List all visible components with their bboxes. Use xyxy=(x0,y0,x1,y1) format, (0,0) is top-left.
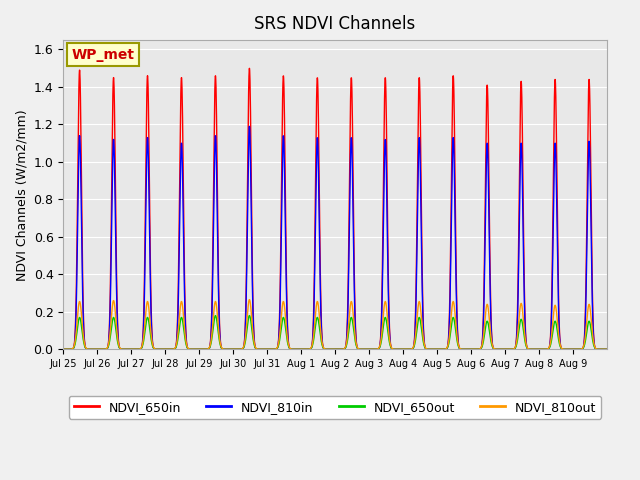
Line: NDVI_810in: NDVI_810in xyxy=(63,126,607,349)
NDVI_650out xyxy=(597,347,605,352)
NDVI_650out xyxy=(171,346,179,352)
NDVI_650in xyxy=(405,347,413,352)
NDVI_650out xyxy=(488,340,495,346)
NDVI_650in xyxy=(603,347,611,352)
Text: WP_met: WP_met xyxy=(72,48,134,61)
NDVI_810out xyxy=(597,347,605,352)
NDVI_650in xyxy=(171,346,179,352)
NDVI_810in xyxy=(246,123,253,129)
Line: NDVI_810out: NDVI_810out xyxy=(63,300,607,349)
Line: NDVI_650out: NDVI_650out xyxy=(63,315,607,349)
NDVI_810out xyxy=(452,329,460,335)
NDVI_650in xyxy=(520,252,528,257)
NDVI_810out xyxy=(603,347,611,352)
NDVI_650out xyxy=(520,331,528,336)
NDVI_650in xyxy=(488,321,495,327)
NDVI_810in xyxy=(452,304,460,310)
NDVI_810out xyxy=(520,322,528,328)
NDVI_650out xyxy=(60,347,67,352)
NDVI_810in xyxy=(597,347,605,352)
NDVI_650in xyxy=(597,347,605,352)
NDVI_810out xyxy=(171,346,179,351)
Legend: NDVI_650in, NDVI_810in, NDVI_650out, NDVI_810out: NDVI_650in, NDVI_810in, NDVI_650out, NDV… xyxy=(68,396,601,419)
NDVI_810in xyxy=(60,347,67,352)
NDVI_810out xyxy=(405,347,413,352)
Title: SRS NDVI Channels: SRS NDVI Channels xyxy=(254,15,415,33)
NDVI_810out xyxy=(60,347,67,352)
NDVI_810out xyxy=(246,297,253,302)
NDVI_810in xyxy=(520,274,528,279)
NDVI_650out xyxy=(405,347,413,352)
NDVI_810in xyxy=(171,346,179,352)
Y-axis label: NDVI Channels (W/m2/mm): NDVI Channels (W/m2/mm) xyxy=(15,109,28,280)
NDVI_650in xyxy=(60,347,67,352)
NDVI_650out xyxy=(452,335,460,340)
NDVI_810in xyxy=(603,347,611,352)
NDVI_650in xyxy=(246,65,253,71)
NDVI_650in xyxy=(452,292,460,298)
NDVI_810in xyxy=(488,326,495,332)
Line: NDVI_650in: NDVI_650in xyxy=(63,68,607,349)
NDVI_650out xyxy=(212,312,220,318)
NDVI_810out xyxy=(488,336,495,342)
NDVI_650out xyxy=(603,347,611,352)
NDVI_810in xyxy=(405,347,413,352)
